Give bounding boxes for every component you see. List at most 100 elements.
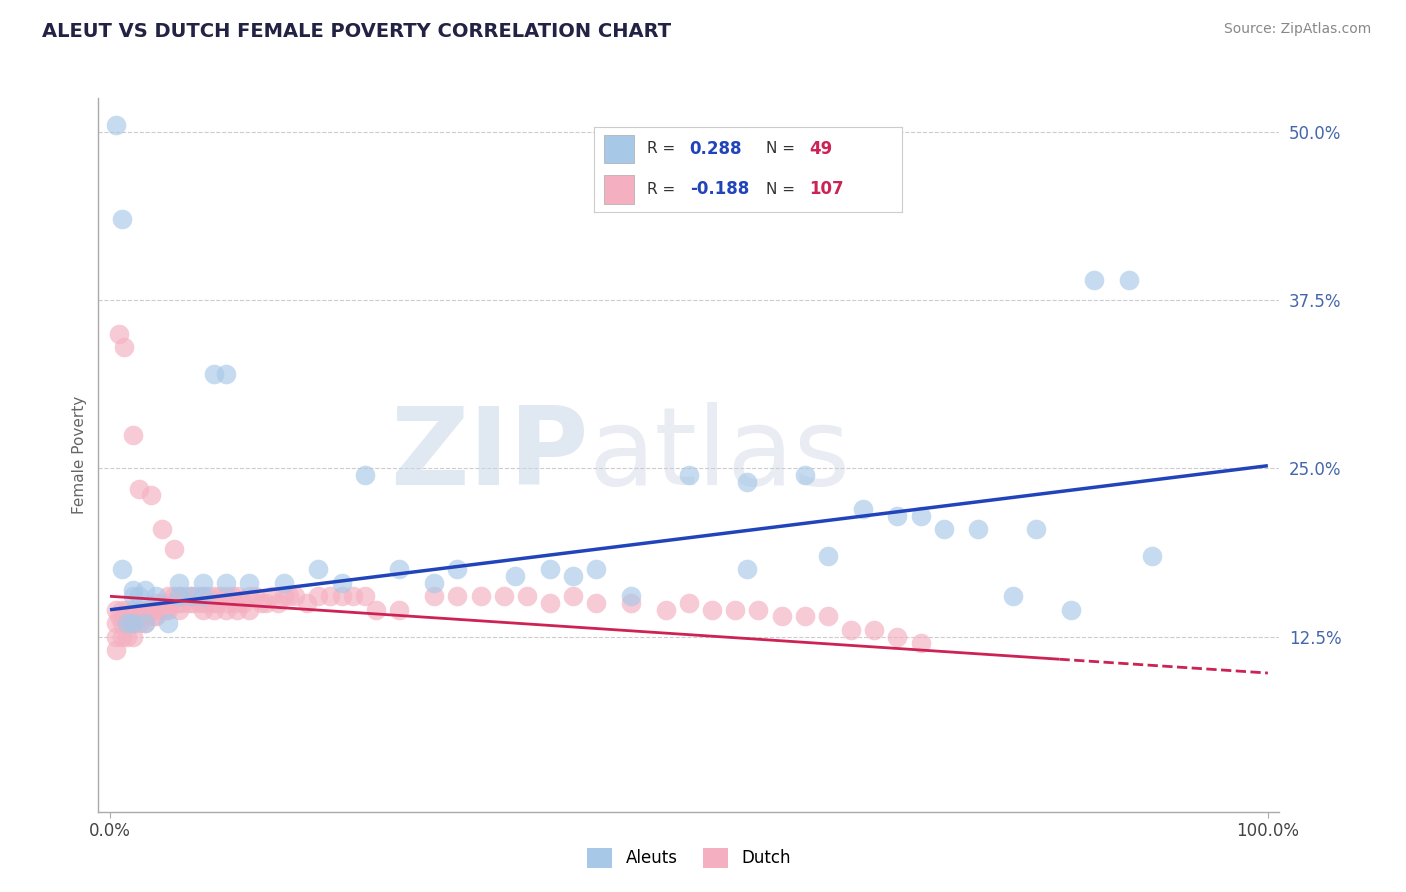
Point (194, 596, 217, 610)
Point (910, 636, 932, 650)
Point (191, 603, 214, 617)
Point (538, 596, 561, 610)
Point (273, 589, 295, 603)
Point (136, 609, 159, 624)
Point (122, 616, 145, 631)
Point (139, 603, 162, 617)
Point (104, 630, 127, 644)
Point (169, 589, 191, 603)
Point (110, 603, 132, 617)
Point (104, 603, 127, 617)
Point (163, 589, 186, 603)
Point (163, 542, 186, 557)
Point (1002, 589, 1025, 603)
Point (793, 468, 815, 483)
Point (143, 609, 166, 624)
Point (215, 603, 238, 617)
Point (215, 589, 238, 603)
Point (117, 630, 139, 644)
Point (330, 575, 353, 590)
Point (1118, 273, 1140, 287)
Point (852, 501, 875, 516)
Point (470, 589, 492, 603)
Point (254, 596, 277, 610)
Point (770, 609, 793, 624)
Point (388, 562, 411, 576)
Point (150, 522, 173, 536)
Point (967, 522, 990, 536)
Point (122, 603, 145, 617)
Point (117, 603, 139, 617)
Text: 107: 107 (810, 180, 844, 198)
Point (202, 603, 225, 617)
Point (353, 589, 375, 603)
Point (117, 616, 139, 631)
Point (620, 596, 643, 610)
Point (104, 616, 127, 631)
Point (863, 623, 886, 637)
Point (191, 589, 214, 603)
Point (110, 630, 132, 644)
Point (191, 575, 214, 590)
Point (1060, 603, 1083, 617)
Legend: Aleuts, Dutch: Aleuts, Dutch (581, 841, 797, 875)
Point (747, 603, 769, 617)
Point (353, 468, 375, 483)
Point (145, 609, 167, 624)
Point (150, 596, 173, 610)
Point (134, 582, 156, 597)
Point (156, 589, 179, 603)
Point (307, 562, 329, 576)
Point (249, 596, 271, 610)
Point (122, 616, 145, 631)
Point (262, 589, 284, 603)
Point (516, 589, 538, 603)
Text: 0.288: 0.288 (690, 140, 742, 158)
Point (122, 427, 145, 442)
Point (1140, 549, 1163, 563)
Point (122, 582, 145, 597)
Point (201, 596, 224, 610)
Point (139, 488, 162, 502)
Point (562, 569, 585, 583)
Point (735, 562, 758, 576)
Point (295, 596, 318, 610)
Point (423, 589, 446, 603)
Point (238, 589, 260, 603)
Point (423, 575, 446, 590)
Point (278, 589, 301, 603)
Point (122, 630, 145, 644)
Point (110, 616, 132, 631)
Point (188, 596, 211, 610)
Point (215, 575, 238, 590)
Point (910, 508, 932, 523)
Point (145, 596, 167, 610)
Point (678, 596, 700, 610)
Point (191, 589, 214, 603)
Point (134, 603, 156, 617)
Point (585, 596, 607, 610)
Point (886, 630, 908, 644)
Point (169, 603, 191, 617)
Point (585, 562, 607, 576)
Point (134, 616, 156, 631)
Point (122, 589, 145, 603)
Point (155, 603, 177, 617)
Point (112, 609, 135, 624)
Point (169, 589, 191, 603)
Text: ZIP: ZIP (389, 402, 589, 508)
Point (205, 596, 228, 610)
Point (215, 367, 238, 381)
Point (817, 609, 839, 624)
Text: ALEUT VS DUTCH FEMALE POVERTY CORRELATION CHART: ALEUT VS DUTCH FEMALE POVERTY CORRELATIO… (42, 22, 671, 41)
Point (307, 589, 329, 603)
Point (108, 609, 131, 624)
Point (110, 212, 132, 227)
Text: N =: N = (766, 142, 796, 156)
Text: N =: N = (766, 182, 796, 196)
FancyBboxPatch shape (603, 176, 634, 203)
Point (120, 616, 142, 631)
Point (128, 589, 150, 603)
Point (1083, 273, 1105, 287)
Point (620, 589, 643, 603)
